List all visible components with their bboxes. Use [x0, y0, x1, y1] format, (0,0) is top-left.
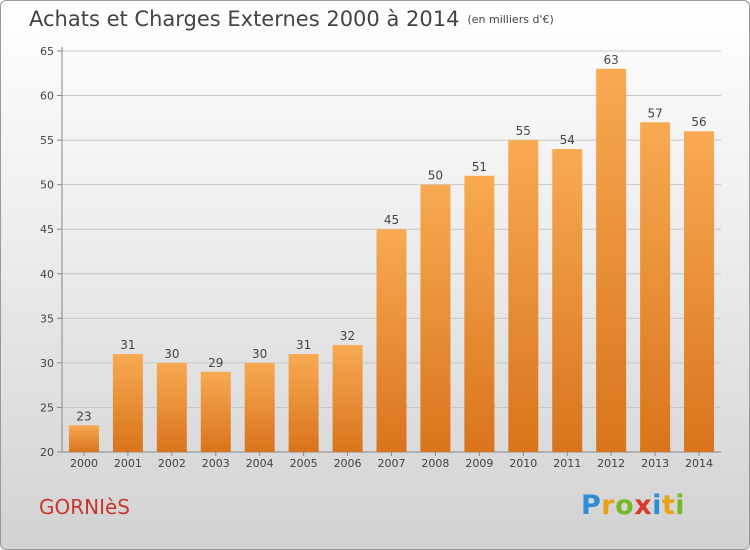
data-label: 63 — [604, 53, 619, 67]
data-label: 30 — [252, 347, 267, 361]
bar — [112, 353, 143, 452]
bar — [332, 345, 363, 452]
data-label: 31 — [296, 338, 311, 352]
y-tick-label: 20 — [40, 446, 54, 459]
bars — [68, 68, 715, 453]
x-tick-label: 2003 — [202, 457, 230, 470]
x-tick-label: 2011 — [553, 457, 581, 470]
data-label: 32 — [340, 329, 355, 343]
bar — [552, 149, 583, 452]
x-tick-label: 2004 — [246, 457, 274, 470]
chart-title: Achats et Charges Externes 2000 à 2014 (e… — [29, 7, 554, 31]
bar — [68, 425, 99, 452]
data-label: 23 — [76, 409, 91, 423]
x-tick-label: 2008 — [421, 457, 449, 470]
chart-title-text: Achats et Charges Externes 2000 à 2014 — [29, 7, 460, 31]
bar — [684, 131, 715, 452]
proxiti-logo: Proxiti — [581, 490, 686, 521]
y-tick-label: 50 — [40, 179, 54, 192]
data-label: 55 — [516, 124, 531, 138]
y-tick-label: 65 — [40, 45, 54, 58]
data-label: 45 — [384, 213, 399, 227]
x-tick-label: 2013 — [641, 457, 669, 470]
bar — [288, 353, 319, 452]
x-tick-label: 2007 — [378, 457, 406, 470]
y-tick-label: 40 — [40, 268, 54, 281]
x-tick-label: 2001 — [114, 457, 142, 470]
bar — [420, 184, 451, 452]
bar — [200, 371, 231, 452]
x-tick-label: 2006 — [334, 457, 362, 470]
bar — [156, 362, 187, 452]
data-label: 54 — [560, 133, 575, 147]
x-tick-label: 2014 — [685, 457, 713, 470]
bar — [376, 229, 407, 452]
bar — [640, 122, 671, 453]
x-tick-label: 2005 — [290, 457, 318, 470]
bar — [244, 362, 275, 452]
x-tick-label: 2010 — [509, 457, 537, 470]
bar — [464, 175, 495, 452]
data-label: 57 — [647, 106, 662, 120]
x-tick-label: 2009 — [465, 457, 493, 470]
axes: 20 25 30 35 40 45 50 55 60 65 2000 2001 2002 2003 2004… — [40, 45, 721, 470]
x-tick-label: 2002 — [158, 457, 186, 470]
data-label: 56 — [691, 115, 706, 129]
y-tick-label: 30 — [40, 357, 54, 370]
data-label: 51 — [472, 160, 487, 174]
data-label: 50 — [428, 169, 443, 183]
y-tick-label: 35 — [40, 312, 54, 325]
x-tick-label: 2012 — [597, 457, 625, 470]
y-tick-label: 25 — [40, 401, 54, 414]
commune-name: GORNIèS — [39, 495, 130, 519]
bar — [596, 68, 627, 453]
data-label: 29 — [208, 356, 223, 370]
chart-unit: (en milliers d'€) — [467, 13, 554, 26]
data-label: 30 — [164, 347, 179, 361]
bar — [508, 140, 539, 452]
data-label: 31 — [120, 338, 135, 352]
y-tick-label: 45 — [40, 223, 54, 236]
x-tick-label: 2000 — [70, 457, 98, 470]
y-tick-label: 60 — [40, 90, 54, 103]
y-tick-label: 55 — [40, 134, 54, 147]
data-labels: 23 31 30 29 30 31 32 45 50 51 55 54 63 57 56 — [76, 53, 706, 423]
